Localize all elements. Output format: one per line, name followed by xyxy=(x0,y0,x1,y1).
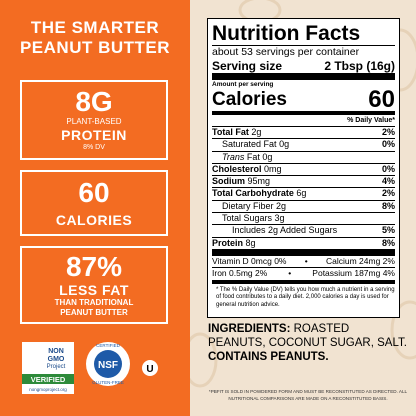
row: Protein 8g 8% xyxy=(212,236,395,256)
row-label: Trans xyxy=(222,151,245,162)
row-dv: 0% xyxy=(381,163,395,174)
row-dv: 8% xyxy=(381,237,395,248)
box-main: PROTEIN xyxy=(61,127,127,143)
vitamin: Calcium 24mg 2% xyxy=(326,255,395,266)
row-amount: 95mg xyxy=(247,176,271,187)
box-sub: PEANUT BUTTER xyxy=(60,308,128,317)
row-dv: 2% xyxy=(381,188,395,199)
left-panel: THE SMARTER PEANUT BUTTER 8G PLANT-BASED… xyxy=(0,0,190,416)
calories-box: 60 CALORIES xyxy=(20,170,168,236)
row-amount: 0g xyxy=(262,151,273,162)
bullet: • xyxy=(304,255,308,266)
row-amount: 6g xyxy=(296,188,307,199)
serving-size-label: Serving size xyxy=(212,59,283,73)
row: Total Sugars 3g xyxy=(212,212,395,224)
box-big: 87% xyxy=(65,251,123,282)
nutrition-label: Nutrition Facts about 53 servings per co… xyxy=(207,18,400,318)
row-label: Total Carbohydrate xyxy=(212,188,294,199)
row: Trans Fat 0g xyxy=(212,150,395,163)
row-amount: 2g xyxy=(251,127,262,137)
badge-text: GLUTEN-FREE xyxy=(92,380,124,385)
row-dv: 8% xyxy=(381,200,395,211)
protein-box: 8G PLANT-BASED PROTEIN 8% DV xyxy=(20,80,168,160)
vitamin-row: Iron 0.5mg 2% • Potassium 187mg 4% xyxy=(212,267,395,284)
title-line: PEANUT BUTTER xyxy=(19,38,171,57)
badge-text: U xyxy=(146,364,153,375)
box-line: PLANT-BASED xyxy=(66,117,122,126)
calories-row: Calories 60 xyxy=(212,86,395,115)
row-label: Saturated Fat xyxy=(222,139,277,150)
row-label: Fat xyxy=(246,151,260,162)
badge-text: nongmoproject.org xyxy=(29,387,67,392)
ingredients: INGREDIENTS: ROASTED PEANUTS, COCONUT SU… xyxy=(208,322,408,364)
vitamin: Vitamin D 0mcg 0% xyxy=(212,255,287,266)
disclaimer: *PBFIT IS SOLD IN POWDERED FORM AND MUST… xyxy=(208,389,408,401)
label-title: Nutrition Facts xyxy=(212,22,361,45)
row: Saturated Fat 0g 0% xyxy=(212,138,395,150)
box-sub: THAN TRADITIONAL xyxy=(54,298,134,307)
row-amount: 0mg xyxy=(264,163,282,174)
footnote: * The % Daily Value (DV) tells you how m… xyxy=(216,286,395,308)
badge-text: GMO xyxy=(48,356,65,363)
row: Total Fat 2g 2% xyxy=(212,126,395,138)
badge-text: NON xyxy=(48,348,64,355)
dv-header: % Daily Value* xyxy=(347,117,395,124)
row-label: Total Fat xyxy=(212,127,249,137)
badge-text: NSF xyxy=(98,360,118,371)
row-label: Total Sugars xyxy=(222,213,273,224)
row-dv: 4% xyxy=(381,176,395,187)
row: Includes 2g Added Sugars 5% xyxy=(212,224,395,236)
row: Dietary Fiber 2g 8% xyxy=(212,199,395,212)
kosher-badge xyxy=(142,360,158,376)
panel-title: THE SMARTER PEANUT BUTTER xyxy=(0,18,190,58)
fat-box: 87% LESS FAT THAN TRADITIONAL PEANUT BUT… xyxy=(20,246,168,324)
row-label: Includes 2g Added Sugars xyxy=(232,225,338,236)
row-label: Cholesterol xyxy=(212,163,262,174)
ingredients-text: ROASTED PEANUTS, COCONUT SUGAR, SALT. xyxy=(208,323,407,349)
amount-per-serving: Amount per serving xyxy=(212,81,274,88)
nsf-center xyxy=(94,350,122,378)
row-amount: 3g xyxy=(274,213,285,224)
calories-label: Calories xyxy=(212,89,287,110)
vitamin-row: Vitamin D 0mcg 0% • Calcium 24mg 2% xyxy=(212,256,395,267)
vitamin: Potassium 187mg 4% xyxy=(312,268,395,279)
row: Total Carbohydrate 6g 2% xyxy=(212,187,395,199)
row-amount: 8g xyxy=(245,237,256,248)
servings: about 53 servings per container xyxy=(212,45,395,59)
box-big: 8G xyxy=(75,86,113,117)
row-dv: 2% xyxy=(381,127,395,137)
box-main: CALORIES xyxy=(55,212,133,228)
row-amount: 0g xyxy=(279,139,290,150)
row: Cholesterol 0mg 0% xyxy=(212,162,395,175)
allergen: CONTAINS PEANUTS. xyxy=(208,351,329,363)
badge-bar xyxy=(22,374,74,384)
serving-size: Serving size 2 Tbsp (16g) xyxy=(212,59,395,80)
row-label: Sodium xyxy=(212,176,245,187)
row: Sodium 95mg 4% xyxy=(212,175,395,187)
badge-text: Project xyxy=(47,364,66,370)
badges: NON GMO Project VERIFIED nongmoproject.o… xyxy=(22,342,158,394)
non-gmo-badge xyxy=(22,342,74,394)
badge-text: VERIFIED xyxy=(31,375,66,384)
box-sub: 8% DV xyxy=(83,144,105,151)
row-label: Protein xyxy=(212,237,244,248)
row-dv: 5% xyxy=(381,225,395,236)
calories-value: 60 xyxy=(368,86,395,113)
badge-text: CERTIFIED xyxy=(96,343,120,348)
serving-size-value: 2 Tbsp (16g) xyxy=(324,59,395,73)
box-big: 60 xyxy=(78,177,110,208)
box-main: LESS FAT xyxy=(59,282,129,298)
ingredients-label: INGREDIENTS: xyxy=(208,323,291,335)
row-dv: 0% xyxy=(381,139,395,150)
row-label: Dietary Fiber xyxy=(222,200,274,211)
vitamin: Iron 0.5mg 2% xyxy=(212,268,268,279)
row-amount: 2g xyxy=(276,200,287,211)
bullet: • xyxy=(288,268,292,279)
title-line: THE SMARTER xyxy=(30,18,160,37)
